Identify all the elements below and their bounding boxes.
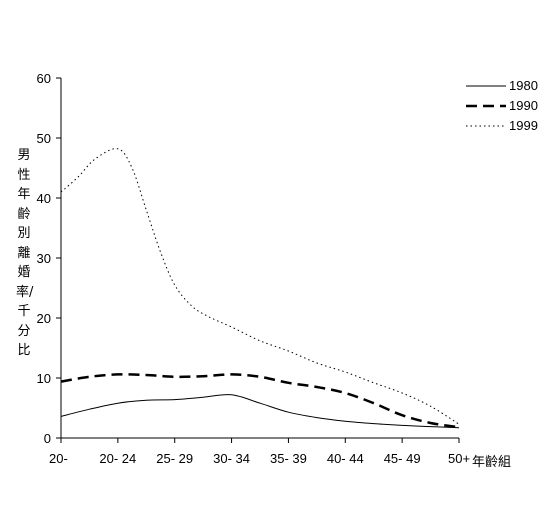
x-axis-ticks: 20- 20- 24 25- 29 30- 34 35- 39 40- 44 45- 49 5…: [49, 438, 470, 466]
x-tick-label: 30- 34: [213, 451, 250, 466]
y-tick-label: 40: [37, 191, 51, 206]
axes: [60, 78, 459, 439]
legend-label: 1999: [509, 118, 538, 133]
x-tick-label: 20-: [49, 451, 68, 466]
series-line-1999: [60, 148, 460, 425]
legend-label: 1990: [509, 98, 538, 113]
y-tick-label: 10: [37, 371, 51, 386]
legend-swatch: [466, 104, 506, 108]
legend-swatch: [466, 85, 506, 87]
y-tick-label: 50: [37, 131, 51, 146]
legend-item: 1990: [466, 96, 546, 116]
x-tick-label: 50+: [448, 451, 470, 466]
y-axis-ticks: 0 10 20 30 40 50 60: [37, 71, 61, 446]
legend-swatch: [466, 125, 506, 127]
y-tick-label: 30: [37, 251, 51, 266]
y-axis-label: 男性年齡別離婚率/千分比: [16, 148, 34, 358]
x-tick-label: 25- 29: [156, 451, 193, 466]
legend-item: 1980: [466, 76, 546, 96]
y-tick-label: 60: [37, 71, 51, 86]
x-tick-label: 45- 49: [384, 451, 421, 466]
y-tick-label: 20: [37, 311, 51, 326]
x-tick-label: 35- 39: [270, 451, 307, 466]
series-lines: [60, 148, 460, 429]
legend-item: 1999: [466, 116, 546, 136]
legend-label: 1980: [509, 78, 538, 93]
x-tick-label: 40- 44: [327, 451, 364, 466]
x-tick-label: 20- 24: [99, 451, 136, 466]
series-line-1980: [60, 394, 460, 429]
x-axis-title: 年齡組: [472, 455, 512, 470]
y-tick-label: 0: [44, 431, 51, 446]
series-line-1990: [60, 373, 460, 429]
